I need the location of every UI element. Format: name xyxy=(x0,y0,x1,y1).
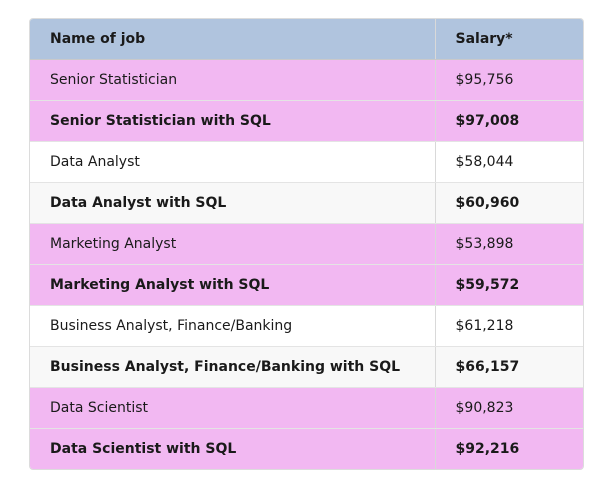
salary-cell: $59,572 xyxy=(435,264,583,306)
salary-cell: $92,216 xyxy=(435,428,583,469)
table-row: Data Analyst with SQL $60,960 xyxy=(30,182,583,224)
job-name-cell: Business Analyst, Finance/Banking with S… xyxy=(30,346,436,388)
salary-table-container: Name of job Salary* Senior Statistician … xyxy=(29,18,584,470)
job-name-cell: Marketing Analyst with SQL xyxy=(30,264,436,306)
header-job-name: Name of job xyxy=(30,19,436,60)
table-row: Senior Statistician $95,756 xyxy=(30,59,583,101)
job-name-cell: Senior Statistician with SQL xyxy=(30,100,436,142)
job-name-cell: Business Analyst, Finance/Banking xyxy=(30,305,436,347)
salary-table: Name of job Salary* Senior Statistician … xyxy=(30,19,583,469)
job-name-cell: Senior Statistician xyxy=(30,59,436,101)
salary-cell: $90,823 xyxy=(435,387,583,429)
table-row: Data Scientist with SQL $92,216 xyxy=(30,428,583,469)
salary-cell: $66,157 xyxy=(435,346,583,388)
table-header-row: Name of job Salary* xyxy=(30,19,583,60)
job-name-cell: Marketing Analyst xyxy=(30,223,436,265)
table-row: Marketing Analyst with SQL $59,572 xyxy=(30,264,583,306)
salary-cell: $60,960 xyxy=(435,182,583,224)
salary-cell: $53,898 xyxy=(435,223,583,265)
table-row: Business Analyst, Finance/Banking with S… xyxy=(30,346,583,388)
job-name-cell: Data Scientist with SQL xyxy=(30,428,436,469)
salary-cell: $58,044 xyxy=(435,141,583,183)
job-name-cell: Data Scientist xyxy=(30,387,436,429)
salary-cell: $61,218 xyxy=(435,305,583,347)
salary-cell: $97,008 xyxy=(435,100,583,142)
table-row: Senior Statistician with SQL $97,008 xyxy=(30,100,583,142)
salary-cell: $95,756 xyxy=(435,59,583,101)
table-row: Business Analyst, Finance/Banking $61,21… xyxy=(30,305,583,347)
table-row: Data Scientist $90,823 xyxy=(30,387,583,429)
job-name-cell: Data Analyst with SQL xyxy=(30,182,436,224)
job-name-cell: Data Analyst xyxy=(30,141,436,183)
table-row: Marketing Analyst $53,898 xyxy=(30,223,583,265)
table-row: Data Analyst $58,044 xyxy=(30,141,583,183)
header-salary: Salary* xyxy=(435,19,583,60)
